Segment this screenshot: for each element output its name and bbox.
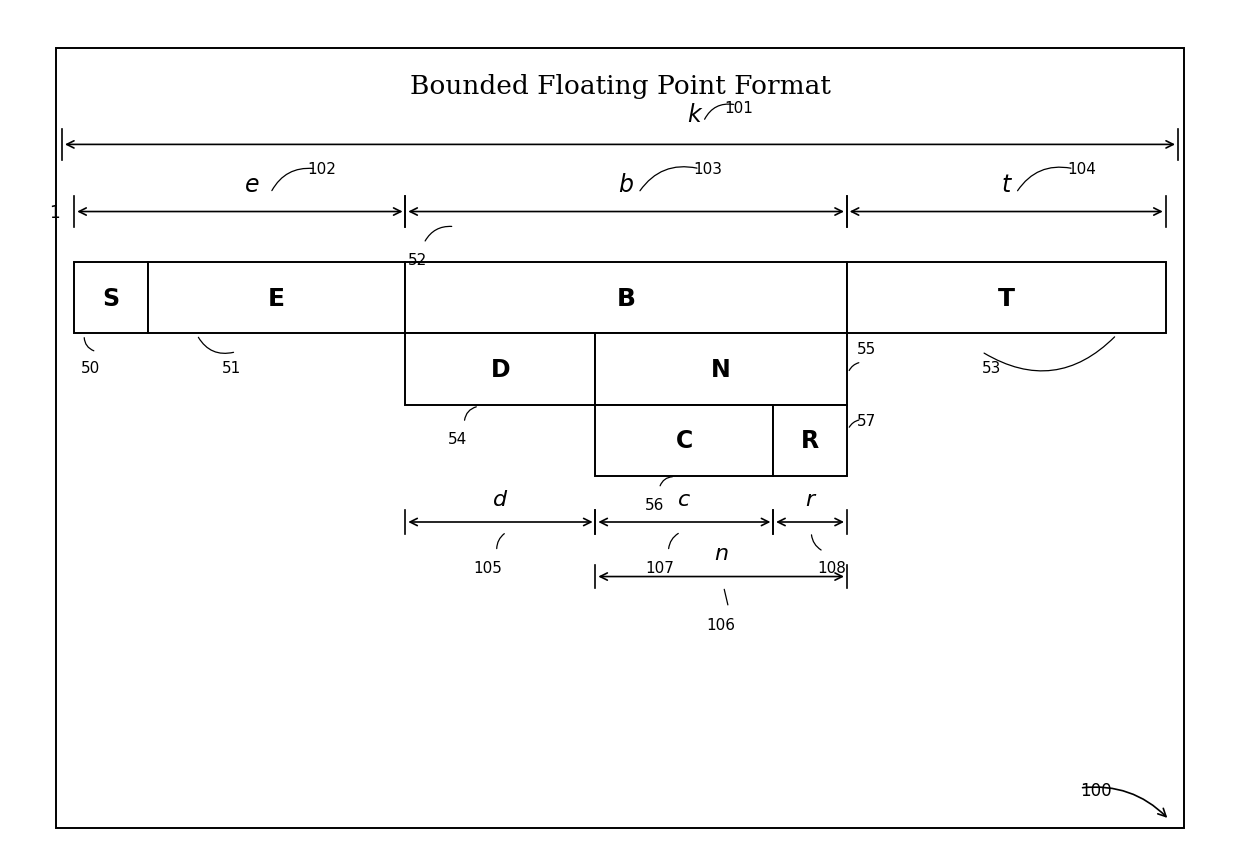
Bar [847,262,1166,334]
Bar [74,262,148,334]
Bar [405,334,595,405]
Text: t: t [1002,173,1011,197]
Text: 55: 55 [857,342,875,357]
Text: 107: 107 [645,560,675,575]
Text: 51: 51 [222,360,241,376]
Text: d: d [494,489,507,509]
Text: 101: 101 [724,101,753,116]
Text: 105: 105 [474,560,502,575]
Bar [148,262,405,334]
Bar [595,334,847,405]
Text: k: k [687,103,701,127]
Text: c: c [678,489,691,509]
Text: 108: 108 [817,560,847,575]
Text: D: D [491,358,511,382]
Text: 52: 52 [408,252,428,268]
Bar [774,405,847,476]
Text: 56: 56 [645,498,663,512]
Text: n: n [714,544,728,563]
Text: 102: 102 [308,162,336,177]
Text: e: e [246,173,259,197]
Text: 57: 57 [857,413,875,429]
Text: r: r [806,489,815,509]
Text: S: S [103,286,120,310]
Text: Bounded Floating Point Format: Bounded Floating Point Format [409,74,831,99]
Text: 104: 104 [1068,162,1096,177]
Text: T: T [998,286,1014,310]
Text: C: C [676,429,693,452]
Text: N: N [712,358,732,382]
Text: R: R [801,429,820,452]
Text: 106: 106 [707,617,735,632]
Text: E: E [268,286,285,310]
Text: 53: 53 [982,360,1001,376]
Bar [405,262,847,334]
Text: 100: 100 [1080,781,1111,799]
Text: 50: 50 [81,360,99,376]
Bar [595,405,774,476]
Text: 1: 1 [50,204,60,222]
Text: 103: 103 [693,162,723,177]
Text: 54: 54 [449,432,467,446]
Text: B: B [616,286,636,310]
Text: b: b [619,173,634,197]
